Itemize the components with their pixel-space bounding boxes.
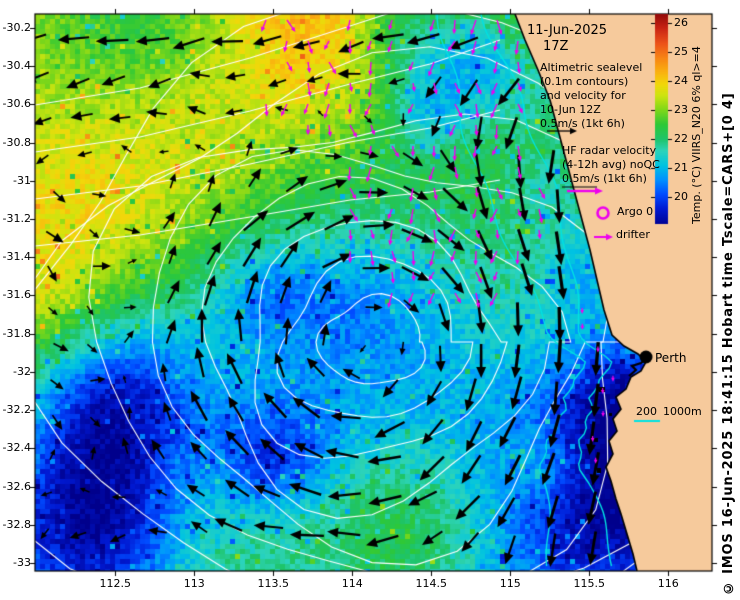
- hf-radar-line: 0.5m/s (1kt 6h): [562, 172, 647, 185]
- y-axis-tick-label: -31.6: [2, 288, 31, 302]
- drifter-legend-label: drifter: [616, 228, 650, 241]
- y-axis-tick-label: -33: [13, 555, 31, 569]
- colorbar-tick-label: 22: [674, 131, 688, 145]
- y-axis-tick-label: -32.2: [2, 403, 31, 417]
- map-date-title: 11-Jun-2025: [527, 23, 608, 38]
- y-axis-tick-label: -30.6: [2, 97, 31, 111]
- x-axis-tick-label: 114: [341, 577, 363, 590]
- x-axis-tick-label: 114.5: [415, 577, 448, 590]
- altimetric-line: (0.1m contours): [540, 75, 629, 88]
- y-axis-tick-label: -32: [13, 364, 31, 378]
- depth-scale-200-label: 200: [636, 405, 657, 418]
- y-axis-tick-label: -31.8: [2, 326, 31, 340]
- credit-text: © IMOS 16-Jun-2025 18:41:15 Hobart time …: [721, 92, 736, 595]
- y-axis-tick-label: -31.4: [2, 250, 31, 264]
- y-axis-tick-label: -31.2: [2, 212, 31, 226]
- colorbar-tick-label: 24: [674, 73, 688, 87]
- x-axis-tick-label: 112.5: [99, 577, 132, 590]
- colorbar-tick-label: 20: [674, 189, 688, 203]
- map-time-title: 17Z: [543, 39, 569, 54]
- argo-legend-label: Argo 0: [617, 205, 654, 218]
- altimetric-line: Altimetric sealevel: [540, 61, 643, 74]
- altimetric-annotation: Altimetric sealevel (0.1m contours) and …: [540, 61, 642, 131]
- hf-radar-annotation: HF radar velocity (4-12h avg) noQC 0.5m/…: [562, 144, 660, 186]
- y-axis-tick-label: -30.4: [2, 59, 31, 73]
- x-axis-tick-label: 113: [183, 577, 205, 590]
- depth-scale-1000-label: 1000m: [663, 405, 702, 418]
- y-axis-tick-label: -30.2: [2, 21, 31, 34]
- altimetric-line: 0.5m/s (1kt 6h): [540, 117, 625, 130]
- perth-city-label: Perth: [655, 351, 687, 365]
- y-axis-tick-label: -32.6: [2, 479, 31, 493]
- colorbar-tick-label: 21: [674, 160, 688, 174]
- colorbar-axis-label: Temp. (°C) VIIRS_N20 6% ql>=4: [690, 46, 703, 224]
- x-axis-tick-label: 113.5: [257, 577, 290, 590]
- colorbar-tick-label: 25: [674, 44, 688, 58]
- x-axis-tick-label: 115: [499, 577, 521, 590]
- hf-radar-line: HF radar velocity: [562, 144, 657, 157]
- y-axis-tick-label: -31: [13, 173, 31, 187]
- colorbar-tick-label: 23: [674, 102, 688, 116]
- hf-radar-line: (4-12h avg) noQC: [562, 158, 660, 171]
- colorbar-tick-label: 26: [674, 15, 688, 29]
- x-axis-tick-label: 115.5: [573, 577, 606, 590]
- y-axis-tick-label: -30.8: [2, 135, 31, 149]
- y-axis-tick-label: -32.8: [2, 517, 31, 531]
- x-axis-tick-label: 116: [657, 577, 679, 590]
- altimetric-line: and velocity for: [540, 89, 626, 102]
- y-axis-tick-label: -32.4: [2, 441, 31, 455]
- altimetric-line: 10-Jun 12Z: [540, 103, 601, 116]
